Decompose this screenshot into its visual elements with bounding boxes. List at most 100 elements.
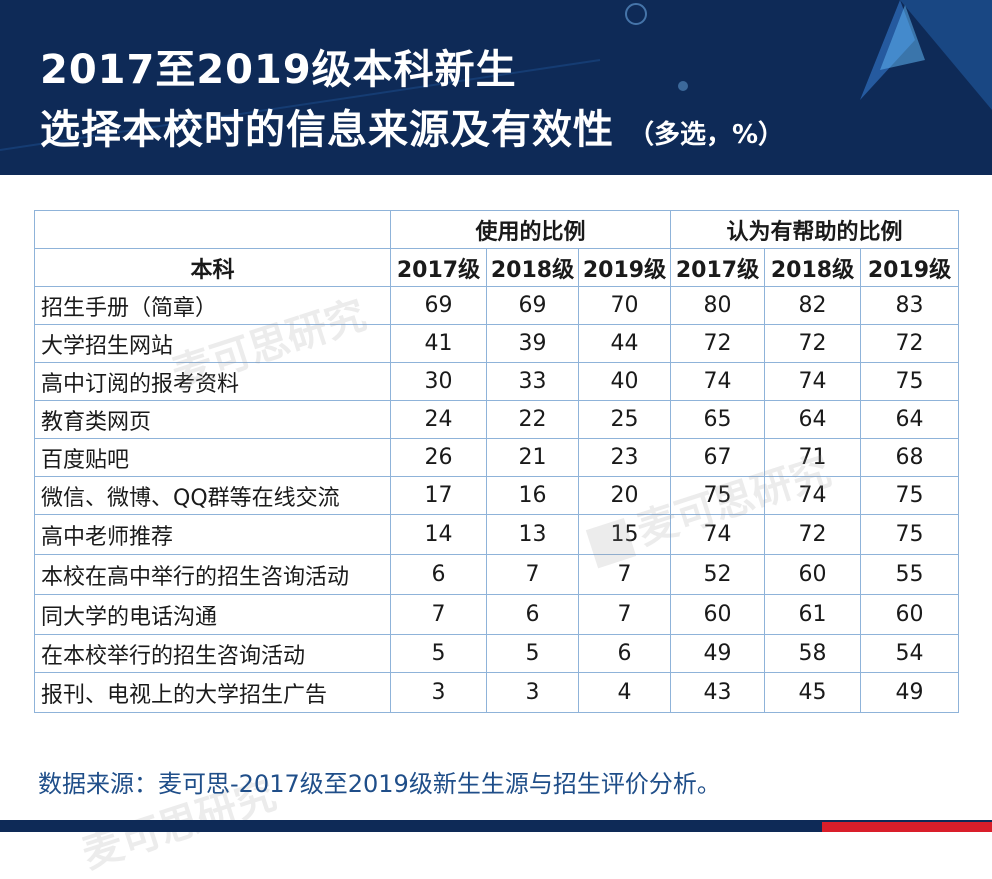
- row-label: 在本校举行的招生咨询活动: [34, 634, 391, 673]
- cell-helpful-2019: 83: [860, 286, 959, 325]
- cell-usage-2017: 6: [390, 554, 487, 595]
- cell-helpful-2019: 72: [860, 324, 959, 363]
- cell-usage-2017: 26: [390, 438, 487, 477]
- cell-helpful-2018: 82: [764, 286, 861, 325]
- cell-helpful-2019: 54: [860, 634, 959, 673]
- cell-helpful-2019: 55: [860, 554, 959, 595]
- cell-helpful-2018: 61: [764, 594, 861, 635]
- table-row: 报刊、电视上的大学招生广告 3 3 4 43 45 49: [34, 672, 959, 713]
- cell-usage-2017: 17: [390, 476, 487, 515]
- cell-helpful-2017: 67: [670, 438, 765, 477]
- year-header-usage-2018: 2018级: [486, 248, 579, 287]
- table-row: 高中订阅的报考资料 30 33 40 74 74 75: [34, 362, 959, 401]
- cell-usage-2017: 7: [390, 594, 487, 635]
- bottom-bar: [0, 820, 992, 832]
- cell-usage-2018: 6: [486, 594, 579, 635]
- bottom-accent-bar: [822, 822, 992, 832]
- cell-usage-2018: 39: [486, 324, 579, 363]
- title-note: （多选，%）: [628, 120, 785, 150]
- row-label: 同大学的电话沟通: [34, 594, 391, 635]
- row-label: 本校在高中举行的招生咨询活动: [34, 554, 391, 595]
- row-label: 高中老师推荐: [34, 514, 391, 555]
- cell-usage-2018: 22: [486, 400, 579, 439]
- table-row: 高中老师推荐 14 13 15 74 72 75: [34, 514, 959, 555]
- cell-usage-2019: 4: [578, 672, 671, 713]
- cell-helpful-2019: 75: [860, 514, 959, 555]
- row-label: 大学招生网站: [34, 324, 391, 363]
- cell-usage-2017: 3: [390, 672, 487, 713]
- table-row: 招生手册（简章） 69 69 70 80 82 83: [34, 286, 959, 325]
- table-row: 大学招生网站 41 39 44 72 72 72: [34, 324, 959, 363]
- cell-usage-2019: 15: [578, 514, 671, 555]
- cell-helpful-2018: 72: [764, 514, 861, 555]
- cell-helpful-2018: 60: [764, 554, 861, 595]
- cell-helpful-2017: 52: [670, 554, 765, 595]
- cell-helpful-2017: 74: [670, 514, 765, 555]
- deco-dot: [678, 81, 688, 91]
- cell-usage-2019: 40: [578, 362, 671, 401]
- row-label: 高中订阅的报考资料: [34, 362, 391, 401]
- cell-helpful-2017: 43: [670, 672, 765, 713]
- cell-helpful-2017: 72: [670, 324, 765, 363]
- cell-helpful-2017: 75: [670, 476, 765, 515]
- cell-usage-2018: 21: [486, 438, 579, 477]
- cell-usage-2018: 13: [486, 514, 579, 555]
- cell-usage-2019: 23: [578, 438, 671, 477]
- year-header-helpful-2017: 2017级: [670, 248, 765, 287]
- cell-usage-2017: 30: [390, 362, 487, 401]
- cell-usage-2018: 69: [486, 286, 579, 325]
- cell-helpful-2017: 74: [670, 362, 765, 401]
- row-label: 教育类网页: [34, 400, 391, 439]
- cell-helpful-2018: 74: [764, 476, 861, 515]
- deco-line: [0, 59, 601, 151]
- row-label: 招生手册（简章）: [34, 286, 391, 325]
- cell-usage-2019: 25: [578, 400, 671, 439]
- cell-helpful-2017: 80: [670, 286, 765, 325]
- cell-usage-2019: 7: [578, 594, 671, 635]
- cell-usage-2019: 7: [578, 554, 671, 595]
- cell-helpful-2018: 64: [764, 400, 861, 439]
- page-title-line1: 2017至2019级本科新生: [40, 47, 517, 93]
- page-title-line2: 选择本校时的信息来源及有效性 （多选，%）: [40, 106, 784, 159]
- table-row: 百度贴吧 26 21 23 67 71 68: [34, 438, 959, 477]
- table-body: 招生手册（简章） 69 69 70 80 82 83 大学招生网站 41 39 44 72 72 72 高中…: [34, 286, 959, 713]
- source-note: 数据来源：麦可思-2017级至2019级新生生源与招生评价分析。: [38, 770, 721, 798]
- year-header-usage-2017: 2017级: [390, 248, 487, 287]
- deco-triangle-large: [900, 0, 992, 110]
- cell-helpful-2019: 75: [860, 362, 959, 401]
- group-header-helpful: 认为有帮助的比例: [670, 210, 959, 249]
- group-header-usage: 使用的比例: [390, 210, 671, 249]
- row-header-label: 本科: [34, 248, 391, 287]
- table-row: 本校在高中举行的招生咨询活动 6 7 7 52 60 55: [34, 554, 959, 595]
- row-label: 报刊、电视上的大学招生广告: [34, 672, 391, 713]
- table-corner-cell: [34, 210, 391, 249]
- row-label: 微信、微博、QQ群等在线交流: [34, 476, 391, 515]
- cell-usage-2019: 6: [578, 634, 671, 673]
- cell-helpful-2019: 68: [860, 438, 959, 477]
- cell-usage-2017: 41: [390, 324, 487, 363]
- cell-helpful-2018: 58: [764, 634, 861, 673]
- cell-helpful-2018: 74: [764, 362, 861, 401]
- table-year-header-row: 本科 2017级 2018级 2019级 2017级 2018级 2019级: [34, 248, 959, 287]
- cell-usage-2017: 69: [390, 286, 487, 325]
- cell-usage-2017: 14: [390, 514, 487, 555]
- cell-helpful-2017: 49: [670, 634, 765, 673]
- cell-helpful-2019: 60: [860, 594, 959, 635]
- cell-helpful-2017: 65: [670, 400, 765, 439]
- cell-usage-2018: 3: [486, 672, 579, 713]
- cell-usage-2017: 5: [390, 634, 487, 673]
- cell-helpful-2017: 60: [670, 594, 765, 635]
- table-row: 在本校举行的招生咨询活动 5 5 6 49 58 54: [34, 634, 959, 673]
- cell-usage-2019: 44: [578, 324, 671, 363]
- deco-circle: [625, 3, 647, 25]
- cell-usage-2018: 5: [486, 634, 579, 673]
- table-row: 同大学的电话沟通 7 6 7 60 61 60: [34, 594, 959, 635]
- cell-usage-2019: 20: [578, 476, 671, 515]
- year-header-helpful-2019: 2019级: [860, 248, 959, 287]
- cell-helpful-2019: 49: [860, 672, 959, 713]
- cell-helpful-2018: 71: [764, 438, 861, 477]
- cell-usage-2018: 7: [486, 554, 579, 595]
- header-banner: 2017至2019级本科新生 选择本校时的信息来源及有效性 （多选，%）: [0, 0, 992, 175]
- deco-triangle-bright: [880, 5, 925, 70]
- cell-helpful-2018: 72: [764, 324, 861, 363]
